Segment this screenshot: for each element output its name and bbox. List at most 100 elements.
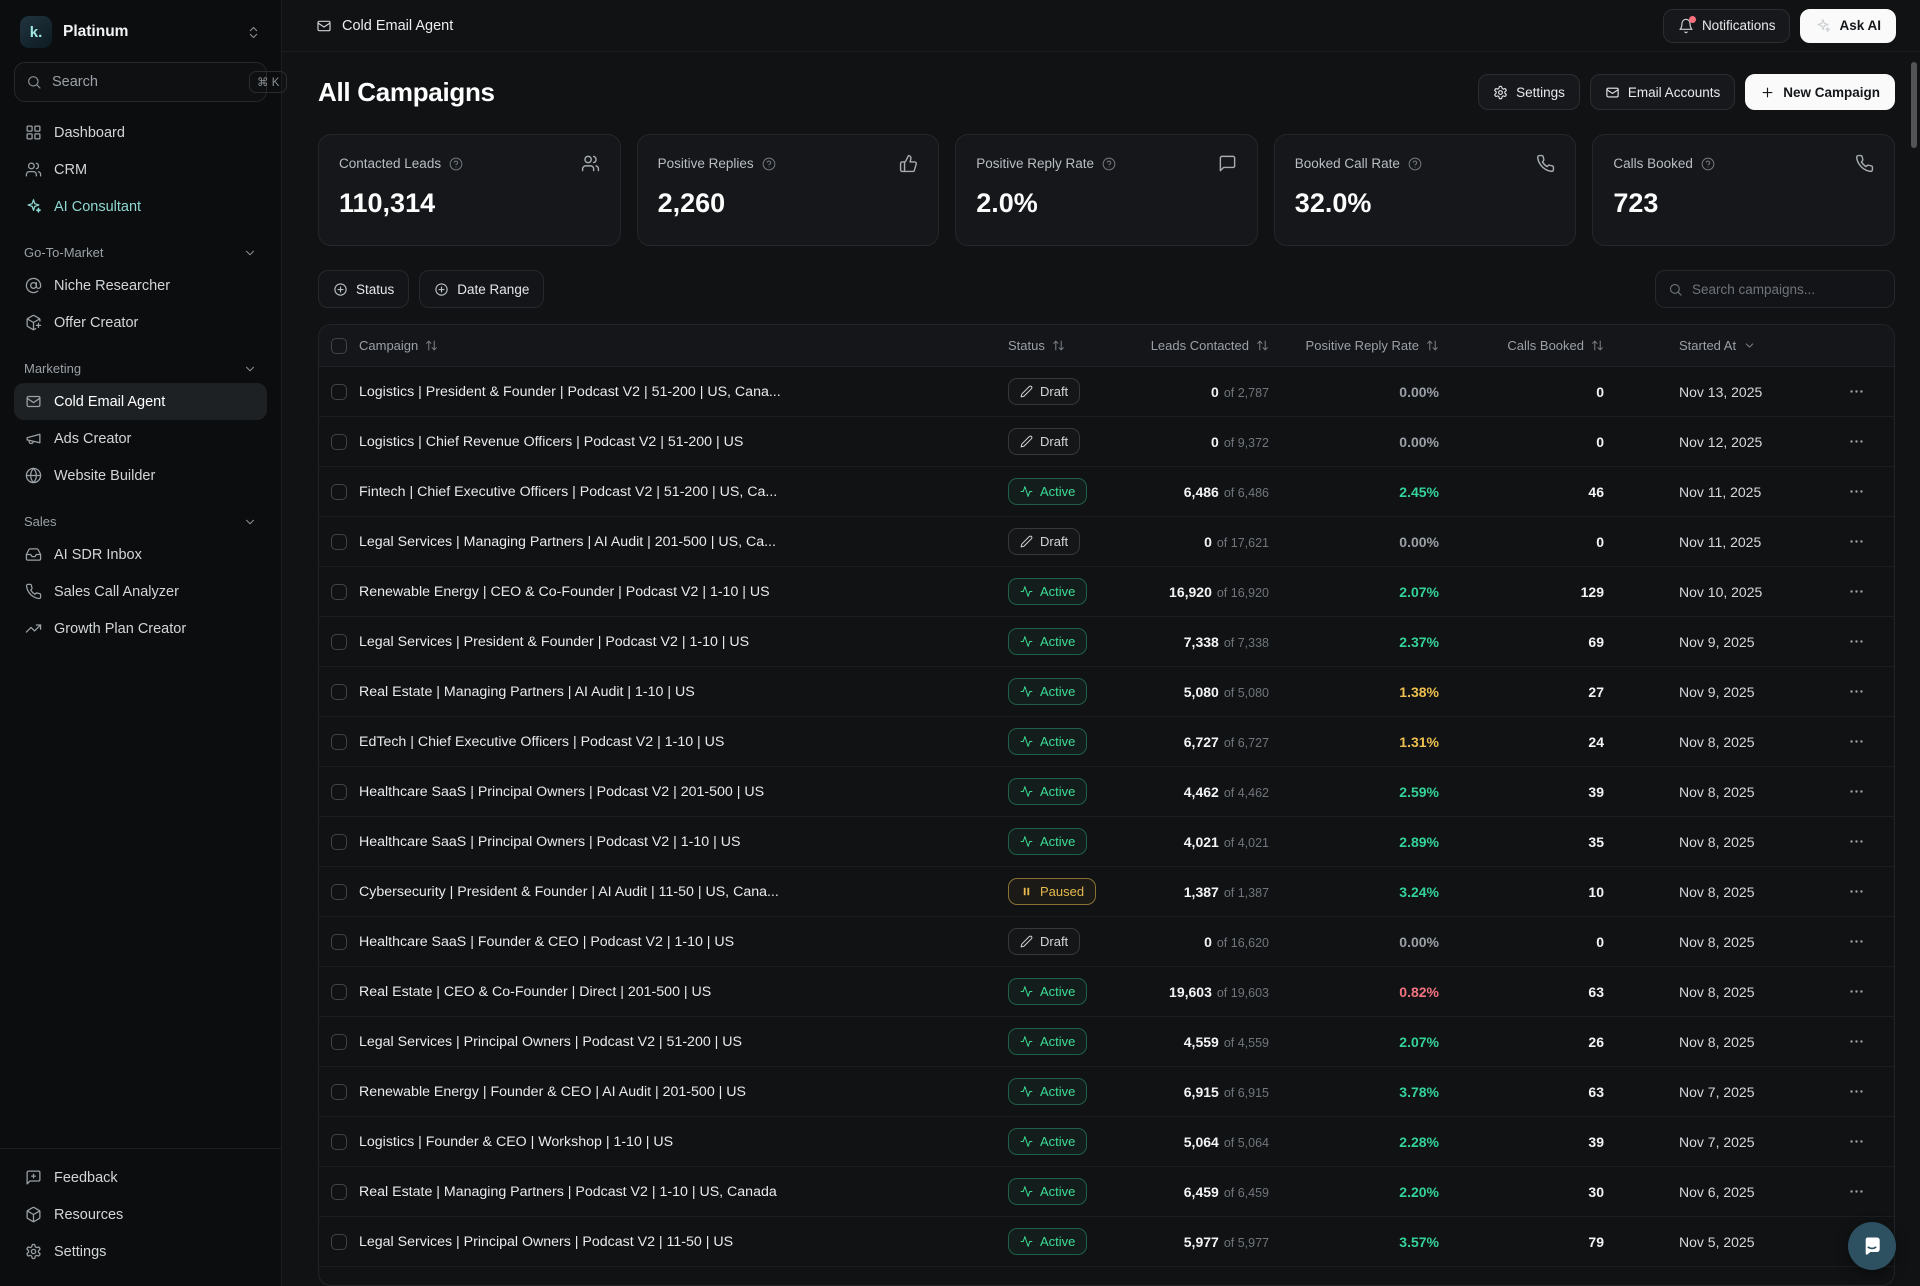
row-actions-button[interactable]	[1819, 633, 1894, 650]
row-checkbox[interactable]	[331, 933, 347, 950]
campaign-search-input[interactable]	[1692, 281, 1882, 297]
sidebar-item-cold-email-agent[interactable]: Cold Email Agent	[14, 383, 267, 420]
table-row[interactable]: Legal Services | Managing Partners | AI …	[319, 517, 1894, 567]
sidebar-search[interactable]: ⌘ K	[14, 62, 288, 102]
row-checkbox[interactable]	[331, 783, 347, 800]
row-checkbox[interactable]	[331, 583, 347, 600]
row-actions-button[interactable]	[1819, 383, 1894, 400]
row-actions-button[interactable]	[1819, 1083, 1894, 1100]
table-row[interactable]: Real Estate | CEO & Co-Founder | Direct …	[319, 967, 1894, 1017]
table-row[interactable]: Real Estate | Managing Partners | AI Aud…	[319, 667, 1894, 717]
column-header-calls-booked[interactable]: Calls Booked	[1454, 338, 1619, 353]
row-checkbox[interactable]	[331, 483, 347, 500]
row-actions-button[interactable]	[1819, 733, 1894, 750]
row-actions-button[interactable]	[1819, 483, 1894, 500]
table-row[interactable]: Logistics | Chief Revenue Officers | Pod…	[319, 417, 1894, 467]
sidebar-item-ai-consultant[interactable]: AI Consultant	[14, 188, 267, 225]
row-actions-button[interactable]	[1819, 433, 1894, 450]
sidebar-item-crm[interactable]: CRM	[14, 151, 267, 188]
table-row[interactable]: Cybersecurity | President & Founder | AI…	[319, 867, 1894, 917]
row-actions-button[interactable]	[1819, 783, 1894, 800]
row-actions-button[interactable]	[1819, 583, 1894, 600]
row-checkbox[interactable]	[331, 1083, 347, 1100]
row-checkbox[interactable]	[331, 833, 347, 850]
sidebar-item-label: CRM	[54, 161, 88, 178]
status-filter-button[interactable]: Status	[318, 270, 410, 308]
table-row[interactable]: Fintech | Chief Executive Officers | Pod…	[319, 467, 1894, 517]
column-header-status[interactable]: Status	[1008, 338, 1119, 353]
row-actions-button[interactable]	[1819, 1183, 1894, 1200]
notifications-button[interactable]: Notifications	[1662, 8, 1791, 43]
new-campaign-button[interactable]: New Campaign	[1745, 74, 1895, 110]
table-row[interactable]: Logistics | President & Founder | Podcas…	[319, 367, 1894, 417]
status-badge: Active	[1008, 478, 1088, 505]
sidebar-item-ai-sdr-inbox[interactable]: AI SDR Inbox	[14, 536, 267, 573]
sidebar-item-settings[interactable]: Settings	[14, 1233, 267, 1270]
row-actions-button[interactable]	[1819, 883, 1894, 900]
row-checkbox[interactable]	[331, 1183, 347, 1200]
row-actions-button[interactable]	[1819, 833, 1894, 850]
workspace-switcher[interactable]: k. Platinum	[14, 14, 267, 62]
table-row[interactable]: Real Estate | Managing Partners | Podcas…	[319, 1167, 1894, 1217]
row-checkbox[interactable]	[331, 883, 347, 900]
table-row[interactable]: Healthcare SaaS | Principal Owners | Pod…	[319, 767, 1894, 817]
sidebar-item-sales-call-analyzer[interactable]: Sales Call Analyzer	[14, 573, 267, 610]
scrollbar-thumb[interactable]	[1911, 62, 1917, 148]
sidebar-item-resources[interactable]: Resources	[14, 1196, 267, 1233]
email-accounts-button[interactable]: Email Accounts	[1589, 74, 1736, 110]
row-actions-button[interactable]	[1819, 533, 1894, 550]
reply-rate-cell: 1.38%	[1399, 683, 1439, 700]
table-row[interactable]: Legal Services | Principal Owners | Podc…	[319, 1217, 1894, 1267]
row-checkbox-cell	[319, 733, 359, 750]
column-header-positive-reply-rate[interactable]: Positive Reply Rate	[1284, 338, 1454, 353]
row-checkbox[interactable]	[331, 433, 347, 450]
column-header-campaign[interactable]: Campaign	[359, 338, 1008, 353]
row-actions-button[interactable]	[1819, 933, 1894, 950]
date-range-filter-button[interactable]: Date Range	[419, 270, 545, 308]
row-checkbox[interactable]	[331, 1233, 347, 1250]
row-checkbox[interactable]	[331, 983, 347, 1000]
row-checkbox[interactable]	[331, 1133, 347, 1150]
settings-button[interactable]: Settings	[1478, 74, 1580, 110]
table-row[interactable]: Renewable Energy | Founder & CEO | AI Au…	[319, 1067, 1894, 1117]
column-header-leads-contacted[interactable]: Leads Contacted	[1119, 338, 1284, 353]
sidebar-section-go-to-market[interactable]: Go-To-Market	[24, 245, 257, 260]
row-actions-button[interactable]	[1819, 983, 1894, 1000]
column-header-started-at[interactable]: Started At	[1619, 338, 1819, 353]
sidebar-item-offer-creator[interactable]: Offer Creator	[14, 304, 267, 341]
sidebar-section-sales[interactable]: Sales	[24, 514, 257, 529]
sidebar-item-website-builder[interactable]: Website Builder	[14, 457, 267, 494]
select-all-checkbox[interactable]	[331, 337, 347, 354]
table-row[interactable]: Healthcare SaaS | Founder & CEO | Podcas…	[319, 917, 1894, 967]
row-checkbox[interactable]	[331, 683, 347, 700]
campaign-search[interactable]	[1655, 270, 1895, 308]
row-checkbox[interactable]	[331, 533, 347, 550]
sidebar-section-marketing[interactable]: Marketing	[24, 361, 257, 376]
plus-circle-icon	[333, 282, 348, 297]
table-row[interactable]: Renewable Energy | CEO & Co-Founder | Po…	[319, 567, 1894, 617]
leads-total: of 6,459	[1223, 1185, 1269, 1200]
row-checkbox[interactable]	[331, 383, 347, 400]
sidebar-search-input[interactable]	[52, 74, 239, 90]
table-row[interactable]: EdTech | Chief Executive Officers | Podc…	[319, 717, 1894, 767]
table-row[interactable]: Logistics | Founder & CEO | Workshop | 1…	[319, 1117, 1894, 1167]
row-checkbox[interactable]	[331, 733, 347, 750]
row-actions-button[interactable]	[1819, 1133, 1894, 1150]
table-row[interactable]: Legal Services | Principal Owners | Podc…	[319, 1017, 1894, 1067]
sidebar-item-niche-researcher[interactable]: Niche Researcher	[14, 267, 267, 304]
row-actions-button[interactable]	[1819, 1033, 1894, 1050]
row-checkbox[interactable]	[331, 633, 347, 650]
chat-launcher-button[interactable]	[1848, 1222, 1896, 1270]
table-row[interactable]: Legal Services | President & Founder | P…	[319, 617, 1894, 667]
row-actions-button[interactable]	[1819, 683, 1894, 700]
sidebar-item-dashboard[interactable]: Dashboard	[14, 114, 267, 151]
ask-ai-button[interactable]: Ask AI	[1800, 8, 1896, 43]
sidebar-item-growth-plan-creator[interactable]: Growth Plan Creator	[14, 610, 267, 647]
status-badge: Active	[1008, 1228, 1088, 1255]
table-row[interactable]: Healthcare SaaS | Principal Owners | Pod…	[319, 817, 1894, 867]
sidebar-item-ads-creator[interactable]: Ads Creator	[14, 420, 267, 457]
row-checkbox[interactable]	[331, 1033, 347, 1050]
sidebar-item-feedback[interactable]: Feedback	[14, 1159, 267, 1196]
calls-booked-cell: 0	[1454, 934, 1619, 950]
status-badge-label: Active	[1040, 1034, 1076, 1049]
